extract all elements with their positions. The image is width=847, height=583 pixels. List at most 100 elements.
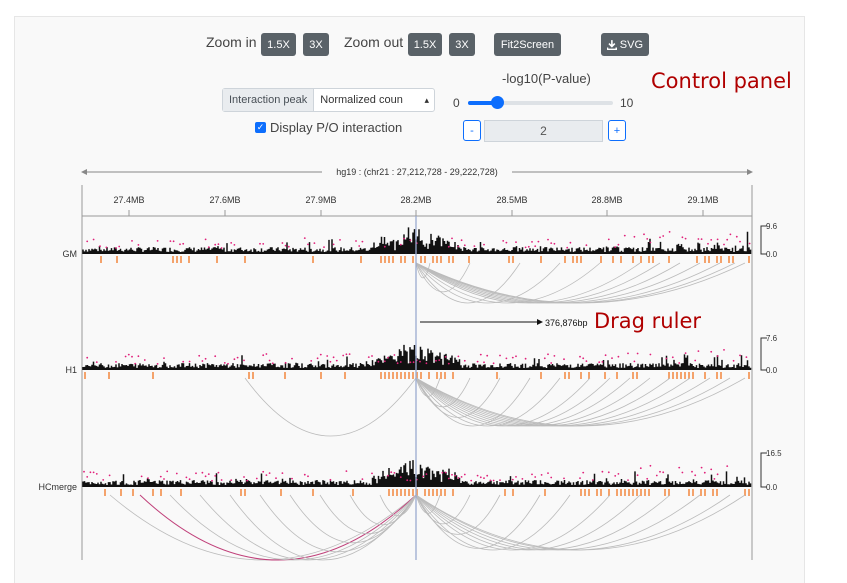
svg-download-button[interactable]: SVG [601,33,649,56]
expected-dot [524,357,527,360]
expected-dot [329,478,332,481]
expected-dot [716,238,719,241]
expected-dot [700,238,703,241]
expected-dot [579,477,581,479]
expected-dot [179,243,181,246]
expected-dot [729,233,732,236]
zoom-out-3x-button[interactable]: 3X [449,33,475,56]
scale-min-label: 0.0 [766,483,778,492]
expected-dot [582,357,585,360]
interaction-arc [415,377,501,418]
interaction-arc [199,494,417,561]
interaction-arc [415,377,746,427]
expected-dot [457,477,460,479]
interaction-arc [415,262,471,293]
expected-dot [345,353,348,356]
expected-dot [345,470,348,472]
interaction-arc [415,262,561,304]
expected-dot [643,233,645,236]
pvalue-slider[interactable] [468,96,613,109]
interaction-arc [319,494,417,534]
peak-mark [580,372,582,379]
scale-bracket [760,452,767,488]
expected-dot [255,477,258,480]
tick-label: 27.6MB [209,195,240,205]
expected-dot [700,466,703,469]
peak-mark [384,256,386,263]
expected-dot [441,471,444,474]
expected-dot [399,361,402,363]
expected-dot [265,474,268,476]
fit-to-screen-button[interactable]: Fit2Screen [494,33,561,56]
arrow-left-icon [81,169,87,175]
expected-dot [342,354,345,357]
peak-mark [312,256,314,263]
po-interaction-checkbox[interactable]: ✓ [255,122,266,133]
peak-mark [692,489,694,496]
expected-dot [223,362,226,364]
expected-dot [319,353,322,356]
expected-dot [137,244,140,246]
expected-dot [547,472,549,474]
zoom-out-1-5x-button[interactable]: 1.5X [408,33,442,56]
peak-mark [440,372,442,379]
expected-dot [332,243,335,246]
slider-thumb[interactable] [491,96,504,109]
expected-dot [326,355,329,357]
expected-dot [105,246,108,249]
expected-dot [649,353,652,356]
expected-dot [627,352,629,355]
expected-dot [127,353,130,356]
expected-dot [227,362,229,365]
expected-dot [601,470,604,473]
expected-dot [726,465,729,467]
expected-dot [207,246,210,249]
peak-mark [704,372,706,379]
expected-dot [607,471,610,474]
expected-dot [92,238,95,241]
zoom-in-1-5x-button[interactable]: 1.5X [261,33,296,56]
peak-mark [628,489,630,496]
expected-dot [723,243,725,246]
peak-mark [248,372,250,379]
expected-dot [563,358,565,361]
peak-mark [380,256,382,263]
interaction-arc [415,377,531,427]
expected-dot [716,355,719,357]
expected-dot [550,362,553,364]
decrement-button[interactable]: - [463,120,481,141]
peak-mark [564,256,566,263]
peak-mark [704,489,706,496]
expected-dot [214,475,217,477]
expected-dot [479,353,482,356]
expected-dot [483,243,485,246]
peak-mark [428,372,430,379]
peak-mark [108,372,110,379]
expected-dot [499,354,501,357]
expected-dot [505,357,508,360]
expected-dot [137,355,140,358]
peak-mark [544,489,546,496]
peak-mark [436,256,438,263]
expected-dot [723,349,725,351]
expected-dot [159,475,162,478]
scale-max-label: 9.6 [766,222,778,231]
interaction-arc [415,262,681,304]
interaction-arc [415,377,611,427]
expected-dot [95,473,98,475]
expected-dot [99,245,101,248]
expected-dot [438,359,441,361]
zoom-in-3x-button[interactable]: 3X [303,33,329,56]
pvalue-input[interactable]: 2 [484,120,603,142]
expected-dot [681,236,684,239]
peak-mark [312,489,314,496]
tracks-layer: GM 9.6 0.0 H1 7.6 0.0 HCmerge 16.5 0.0 [38,222,782,496]
interaction-peak-select[interactable]: Interaction peak Normalized coun ▴ [222,88,435,112]
expected-dot [505,241,508,244]
expected-dot [710,350,713,353]
peak-mark [668,489,670,496]
peak-mark [252,372,254,379]
interaction-arc [109,494,417,561]
increment-button[interactable]: + [608,120,626,141]
